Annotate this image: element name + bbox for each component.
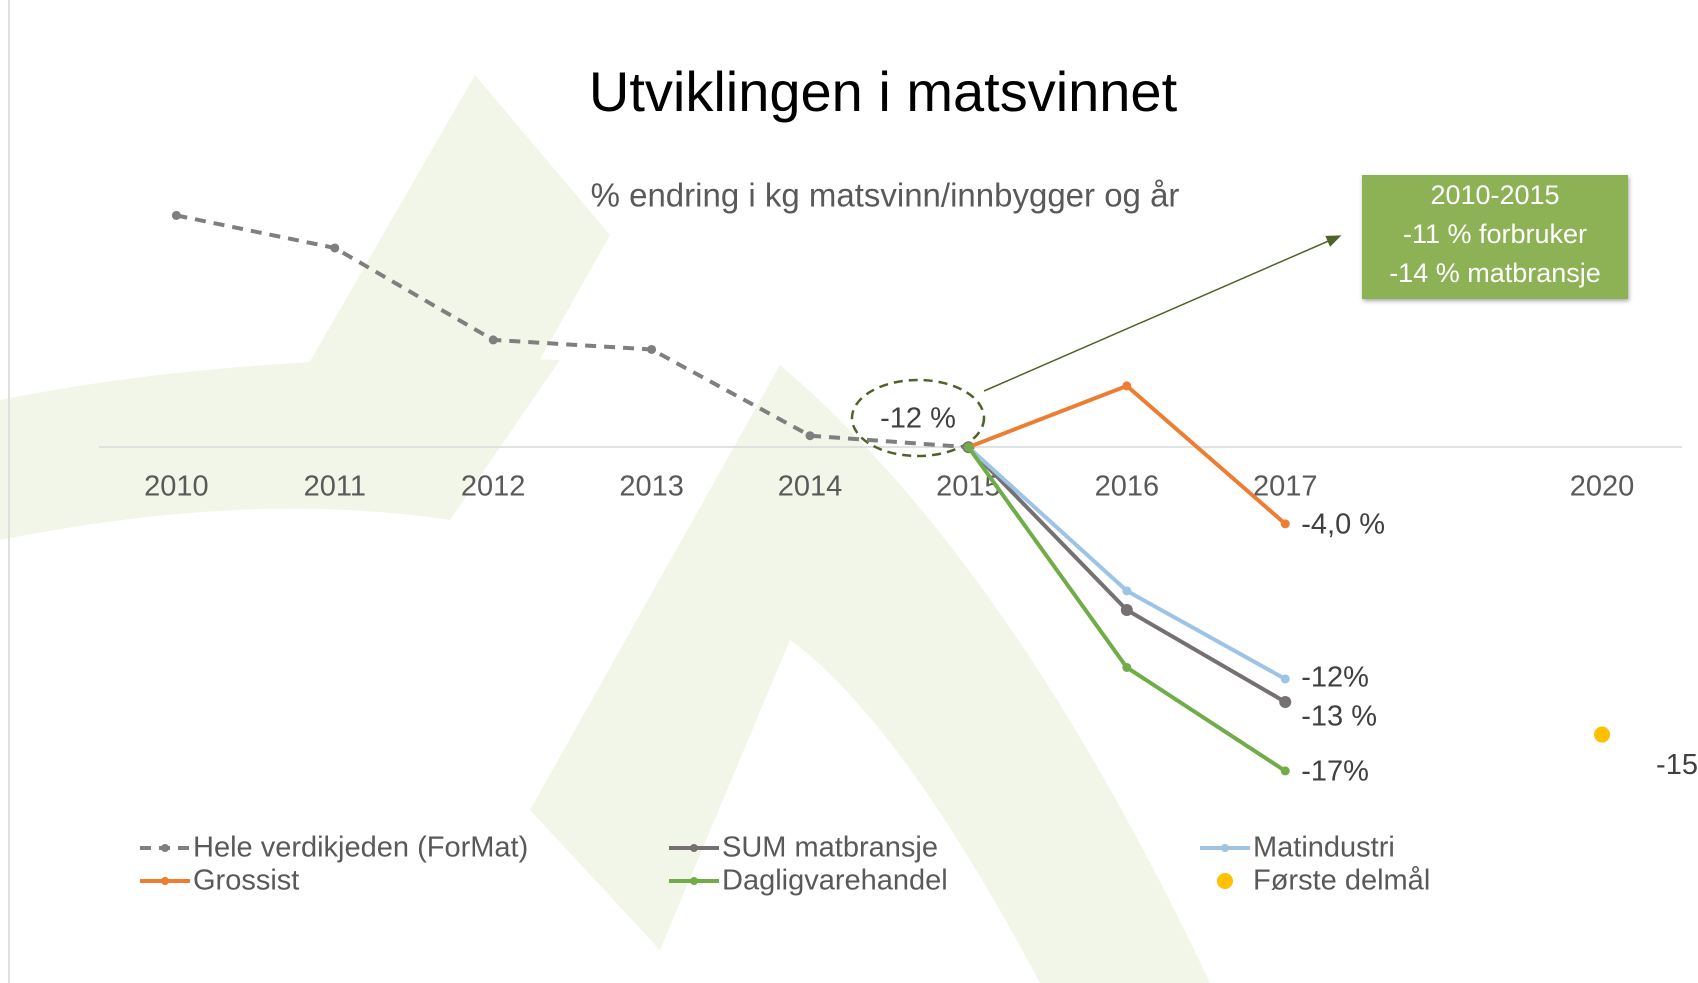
x-tick-label: 2014 bbox=[778, 471, 843, 503]
data-label: -4,0 % bbox=[1301, 508, 1385, 540]
x-tick-label: 2010 bbox=[144, 471, 209, 503]
legend-marker bbox=[1217, 873, 1233, 889]
legend-label: Matindustri bbox=[1253, 832, 1395, 864]
data-label: -13 % bbox=[1301, 701, 1377, 733]
annotation-box-text: 2010-2015 bbox=[1430, 180, 1559, 210]
legend-label: Grossist bbox=[193, 865, 299, 897]
x-tick-label: 2013 bbox=[619, 471, 684, 503]
legend-label: Hele verdikjeden (ForMat) bbox=[193, 832, 528, 864]
x-tick-label: 2016 bbox=[1095, 471, 1160, 503]
data-point bbox=[1594, 727, 1610, 743]
legend-marker bbox=[1221, 844, 1229, 852]
legend-marker bbox=[161, 877, 169, 885]
data-label: -15% bbox=[1656, 749, 1698, 781]
data-point bbox=[964, 443, 973, 452]
legend-marker bbox=[161, 844, 169, 852]
data-point bbox=[330, 243, 339, 252]
legend: Hele verdikjeden (ForMat) SUM matbransje M… bbox=[140, 832, 1430, 897]
data-point bbox=[1122, 586, 1131, 595]
annotation-box-text: -14 % matbransje bbox=[1389, 258, 1601, 288]
legend-label: Første delmål bbox=[1253, 865, 1430, 897]
data-point bbox=[1281, 674, 1290, 683]
data-point bbox=[1122, 663, 1131, 672]
chart: Utviklingen i matsvinnet % endring i kg … bbox=[0, 0, 1698, 983]
data-point bbox=[1281, 519, 1290, 528]
data-point bbox=[1121, 604, 1133, 616]
annotation-box: 2010-2015 -11 % forbruker -14 % matbransje bbox=[1362, 175, 1628, 299]
data-point bbox=[489, 335, 498, 344]
data-label: -17% bbox=[1301, 756, 1369, 788]
data-point bbox=[1279, 696, 1291, 708]
chart-title: Utviklingen i matsvinnet bbox=[589, 60, 1178, 123]
chart-subtitle: % endring i kg matsvinn/innbygger og år bbox=[591, 177, 1180, 214]
data-point bbox=[172, 211, 181, 220]
series-line bbox=[968, 386, 1285, 524]
data-label: -12% bbox=[1301, 662, 1369, 694]
annotation-text: -12 % bbox=[880, 403, 956, 435]
x-tick-label: 2012 bbox=[461, 471, 526, 503]
legend-label: SUM matbransje bbox=[722, 832, 938, 864]
legend-marker bbox=[690, 877, 698, 885]
x-tick-label: 2017 bbox=[1253, 471, 1318, 503]
data-point bbox=[1122, 381, 1131, 390]
x-tick-label: 2020 bbox=[1570, 471, 1635, 503]
data-point bbox=[806, 431, 815, 440]
annotation-arrow bbox=[984, 236, 1340, 391]
data-point bbox=[1281, 766, 1290, 775]
annotation-box-text: -11 % forbruker bbox=[1403, 219, 1587, 249]
data-point bbox=[647, 345, 656, 354]
legend-marker bbox=[690, 844, 698, 852]
legend-label: Dagligvarehandel bbox=[722, 865, 948, 897]
x-tick-label: 2011 bbox=[304, 471, 366, 503]
